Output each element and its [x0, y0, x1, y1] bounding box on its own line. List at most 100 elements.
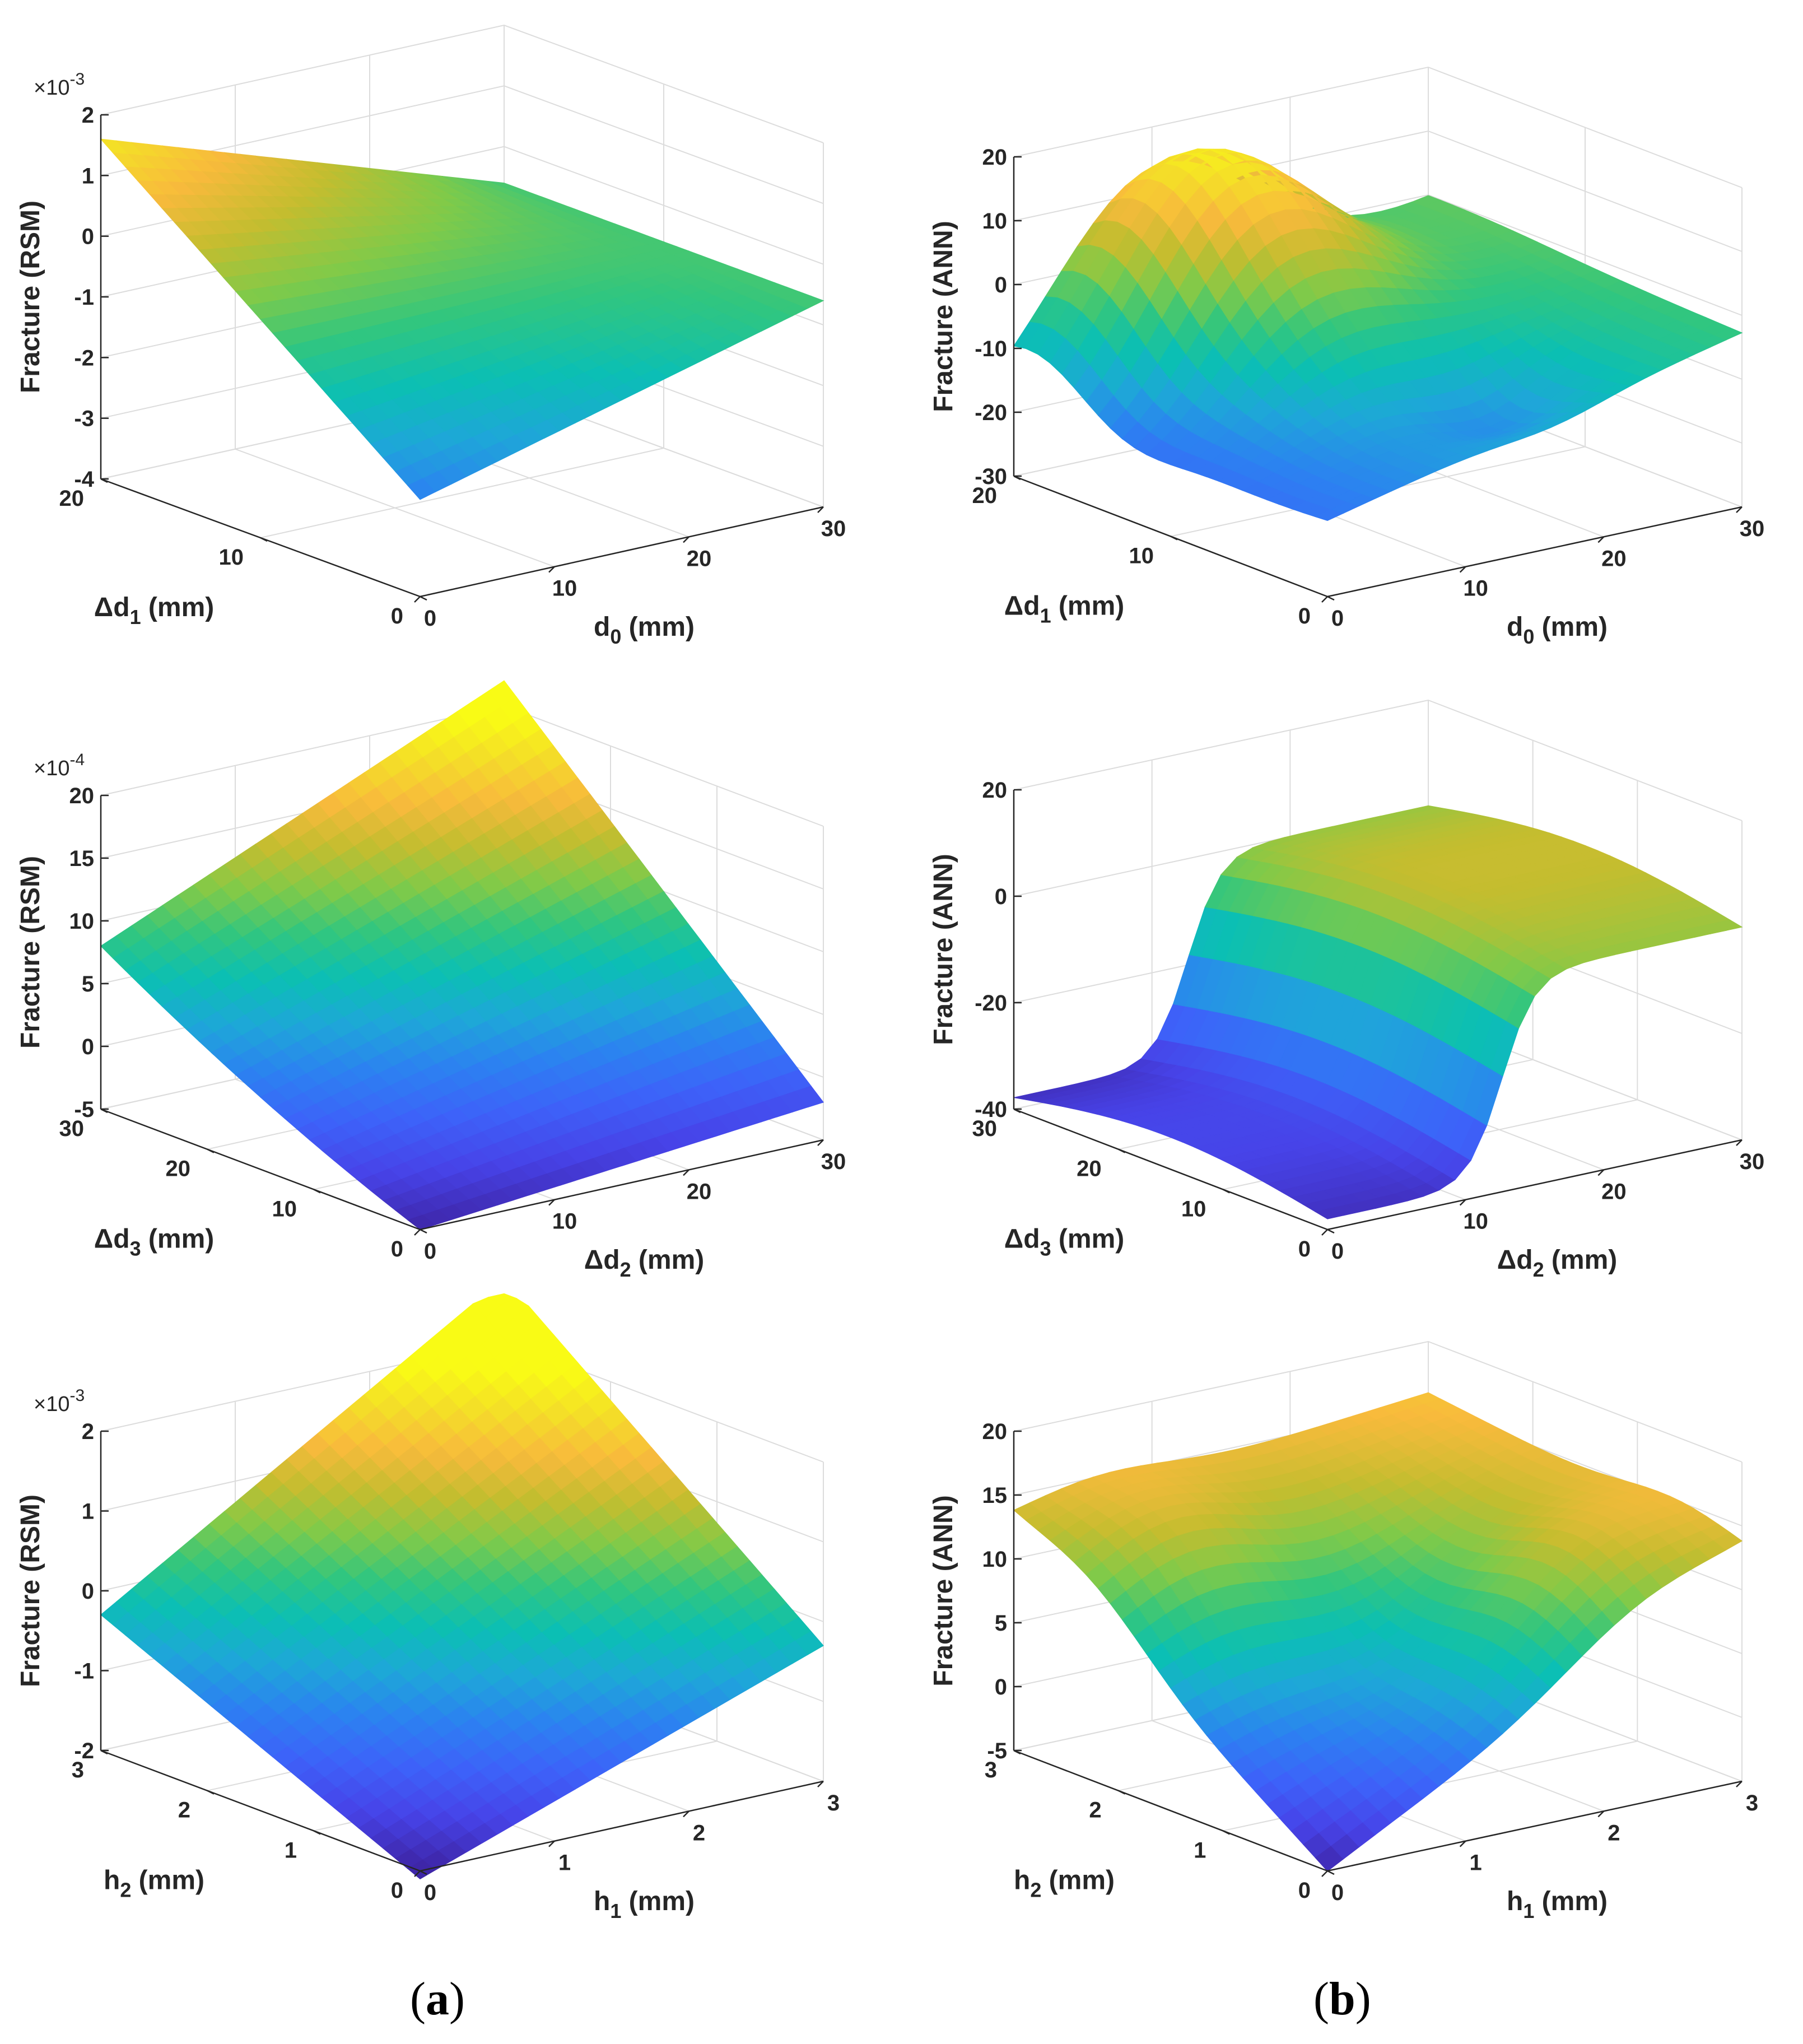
z-tick-label: 1: [82, 164, 94, 188]
y-axis-title-unit: (mm): [1051, 1224, 1125, 1254]
z-tick-label: -20: [975, 401, 1007, 425]
z-tick-label: 20: [69, 784, 95, 808]
y-axis-title-main: Δd: [1004, 592, 1040, 621]
z-tick-label: 10: [982, 209, 1008, 234]
x-tick: [1321, 1870, 1328, 1877]
y-axis-title: Δd1 (mm): [1004, 592, 1125, 627]
z-tick-label: 5: [995, 1611, 1007, 1636]
x-tick-label: 30: [1740, 1149, 1765, 1174]
y-tick-label: 1: [1194, 1838, 1206, 1863]
x-axis-title-main: d: [594, 612, 610, 642]
x-tick: [414, 596, 421, 603]
y-axis-title-main: Δd: [1004, 1224, 1040, 1254]
x-tick: [817, 506, 824, 513]
x-tick: [1321, 1229, 1328, 1236]
z-tick-label: -5: [987, 1739, 1007, 1763]
z-axis-title: Fracture (ANN): [929, 1495, 958, 1686]
z-tick-label: -3: [74, 407, 94, 431]
x-axis-title-sub: 2: [620, 1258, 631, 1281]
x-axis-title-unit: (mm): [631, 1245, 705, 1275]
x-tick-label: 1: [1470, 1851, 1482, 1875]
z-tick-label: 1: [82, 1500, 94, 1524]
x-axis-title: h1 (mm): [1507, 1887, 1608, 1922]
x-axis-title-sub: 0: [610, 625, 621, 648]
y-axis-title-sub: 2: [120, 1879, 131, 1902]
z-tick-label: 0: [995, 273, 1007, 297]
z-tick-label: -4: [74, 467, 94, 492]
y-axis-title-unit: (mm): [141, 1224, 215, 1254]
x-axis-title: Δd2 (mm): [1497, 1245, 1618, 1281]
x-tick: [548, 566, 555, 573]
y-tick-label: 0: [1298, 1878, 1311, 1903]
x-axis-line: [1327, 506, 1743, 598]
y-axis-title: Δd3 (mm): [94, 1224, 215, 1260]
z-tick-label: 0: [82, 1035, 94, 1059]
x-tick-label: 0: [1331, 1239, 1344, 1264]
y-tick-label: 10: [219, 545, 244, 570]
z-tick-label: 20: [982, 145, 1008, 170]
z-tick-label: -20: [975, 991, 1007, 1016]
y-tick: [313, 1189, 321, 1194]
y-tick: [260, 537, 268, 542]
y-axis-title: h2 (mm): [1014, 1866, 1115, 1902]
y-tick-label: 20: [972, 483, 998, 508]
y-tick-label: 10: [1129, 544, 1154, 569]
x-tick-label: 0: [424, 1880, 436, 1905]
y-tick-label: 0: [1298, 1237, 1311, 1261]
panel-label-b: (b): [1313, 1973, 1371, 2025]
y-axis-title: Δd3 (mm): [1004, 1224, 1125, 1260]
exponent-power: -4: [69, 751, 85, 769]
z-axis-title: Fracture (RSM): [16, 201, 45, 393]
x-tick-label: 0: [424, 1239, 436, 1264]
z-axis-title: Fracture (RSM): [16, 856, 45, 1049]
exponent-base: ×10: [34, 757, 69, 780]
y-tick-label: 10: [1181, 1196, 1206, 1221]
y-axis-title-main: h: [104, 1866, 120, 1896]
surface-b3: [1013, 1392, 1743, 1872]
x-axis-title: d0 (mm): [1507, 612, 1608, 648]
x-axis-line: [420, 506, 824, 598]
y-axis-title-sub: 2: [1030, 1879, 1041, 1902]
z-tick-label: 0: [995, 884, 1007, 909]
surface-cell: [795, 1086, 824, 1108]
surface-b2: [1013, 805, 1743, 1219]
surface-cell: [794, 295, 824, 309]
z-tick-label: 15: [982, 1483, 1008, 1508]
y-axis-title-sub: 1: [130, 606, 141, 628]
z-tick-label: 2: [82, 103, 94, 128]
x-axis-title: h1 (mm): [594, 1887, 695, 1922]
y-tick: [1170, 536, 1178, 541]
x-tick-label: 0: [424, 606, 436, 631]
y-axis-title-sub: 3: [1040, 1237, 1051, 1260]
x-tick-label: 2: [1608, 1820, 1620, 1845]
y-tick-label: 2: [178, 1798, 190, 1823]
z-tick-label: 0: [82, 1579, 94, 1604]
x-tick: [1597, 536, 1605, 543]
grid-line: [1013, 699, 1743, 821]
x-tick: [683, 536, 689, 543]
x-axis-title-sub: 2: [1533, 1258, 1544, 1281]
surface-cell: [1713, 327, 1743, 341]
x-axis-title-unit: (mm): [1534, 612, 1608, 642]
z-tick-label: 0: [995, 1675, 1007, 1700]
z-axis-title: Fracture (ANN): [929, 854, 958, 1045]
z-tick-label: 0: [82, 225, 94, 249]
y-tick: [1327, 1228, 1335, 1234]
y-tick-label: 30: [59, 1116, 85, 1141]
y-tick-label: 20: [166, 1157, 191, 1181]
x-tick-label: 10: [552, 1209, 577, 1234]
y-tick-label: 2: [1089, 1798, 1101, 1823]
x-tick: [683, 1169, 689, 1176]
y-tick-label: 0: [391, 1237, 403, 1261]
y-tick-label: 0: [1298, 604, 1311, 628]
x-tick-label: 20: [1601, 1179, 1627, 1204]
x-axis-title-sub: 1: [610, 1899, 621, 1922]
x-tick: [548, 1199, 555, 1206]
x-axis-title-sub: 0: [1523, 625, 1534, 648]
